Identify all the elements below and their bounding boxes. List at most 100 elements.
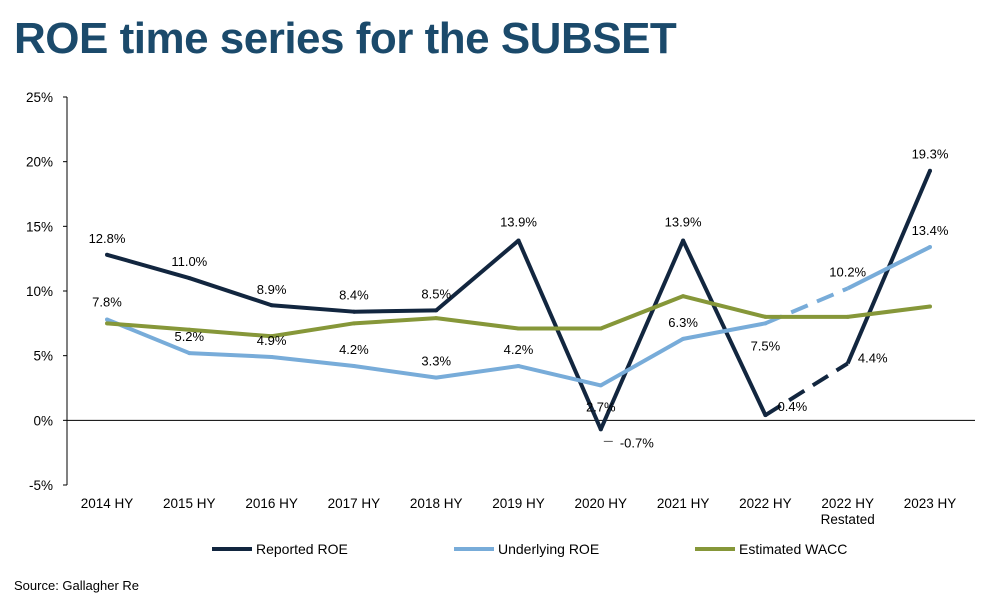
estimated-wacc-point [598, 326, 603, 331]
x-tick-label: 2022 HY [739, 496, 792, 511]
estimated-wacc-segment [353, 316, 437, 326]
estimated-wacc-point [187, 327, 192, 332]
underlying-roe-data-label: 6.3% [668, 315, 698, 330]
y-tick-label: 0% [33, 413, 53, 428]
x-tick-label: 2017 HY [328, 496, 381, 511]
underlying-roe-point [598, 383, 603, 388]
estimated-wacc-segment [847, 304, 931, 319]
reported-roe-data-label: 0.4% [778, 399, 808, 414]
reported-roe-segment [106, 252, 190, 280]
reported-roe-point [434, 308, 439, 313]
underlying-roe-segment [846, 245, 931, 291]
underlying-roe-point [434, 375, 439, 380]
y-tick-label: 25% [26, 90, 53, 105]
data-labels: 12.8% 11.0% 8.9% 8.4% 8.5% 13.9% -0.7% 13.9% 0.4… [89, 147, 949, 451]
reported-roe-segment [764, 361, 849, 417]
reported-roe-point [105, 252, 109, 257]
reported-roe-data-label: 13.9% [665, 215, 702, 230]
y-tick-label: 10% [26, 284, 53, 299]
x-tick-label: 2019 HY [492, 496, 545, 511]
reported-roe-point [516, 238, 521, 243]
y-tick-label: 20% [26, 155, 53, 170]
estimated-wacc-segment [600, 294, 684, 331]
underlying-roe-segment [682, 321, 766, 341]
underlying-roe-point [351, 364, 356, 369]
reported-roe-data-label: 13.9% [500, 215, 537, 230]
underlying-roe-data-label: 7.8% [92, 294, 122, 309]
estimated-wacc-segment [106, 321, 190, 332]
reported-roe-point [351, 309, 356, 314]
reported-roe-segment [516, 239, 603, 431]
reported-roe-data-label: 8.5% [421, 286, 451, 301]
source-note: Source: Gallagher Re [14, 578, 140, 593]
underlying-roe-point [269, 354, 274, 359]
underlying-roe-segment [353, 364, 437, 380]
underlying-roe-segment [599, 337, 685, 388]
chart-axes: -5% 0% 5% 10% 15% 20% 25% 2014 HY 2015 HY 2016 HY… [26, 90, 975, 527]
estimated-wacc-point [928, 304, 932, 309]
underlying-roe-data-label: 4.2% [339, 342, 369, 357]
reported-roe-point [763, 413, 768, 418]
underlying-roe-segment [189, 351, 272, 359]
underlying-roe-legend-label: Underlying ROE [498, 541, 599, 557]
underlying-roe-data-label: 2.7% [586, 399, 616, 414]
estimated-wacc-point [269, 334, 274, 339]
underlying-roe-data-label: 4.2% [504, 342, 534, 357]
underlying-roe-point [516, 364, 521, 369]
y-tick-label: -5% [29, 478, 53, 493]
reported-roe-segment [681, 239, 768, 417]
reported-roe-segment [188, 276, 273, 308]
reported-roe-point [187, 276, 192, 281]
estimated-wacc-point [105, 321, 109, 326]
x-tick-label: 2023 HY [904, 496, 957, 511]
estimated-wacc-point [763, 314, 768, 319]
underlying-roe-data-label: 3.3% [421, 354, 451, 369]
estimated-wacc-point [516, 326, 521, 331]
reported-roe-data-label: 12.8% [89, 231, 126, 246]
estimated-wacc-point [351, 321, 356, 326]
x-tick-label: 2020 HY [575, 496, 628, 511]
underlying-roe-data-label: 13.4% [912, 223, 949, 238]
reported-roe-data-label: 11.0% [171, 254, 207, 269]
underlying-roe-data-label: 10.2% [829, 264, 866, 279]
y-tick-label: 15% [26, 219, 53, 234]
reported-roe-point [598, 427, 603, 432]
x-tick-label: 2015 HY [163, 496, 216, 511]
x-tick-label: 2021 HY [657, 496, 710, 511]
underlying-roe-point [763, 321, 768, 326]
x-tick-label: 2018 HY [410, 496, 463, 511]
x-tick-label: 2014 HY [81, 496, 134, 511]
reported-roe-data-label: 8.4% [339, 288, 369, 303]
estimated-wacc-segment [682, 294, 766, 319]
reported-roe-data-label: -0.7% [620, 435, 654, 450]
underlying-roe-segment [518, 364, 602, 388]
estimated-wacc-point [681, 294, 686, 299]
reported-roe-data-label: 8.9% [257, 282, 287, 297]
underlying-roe-segment [435, 364, 519, 380]
series-lines [105, 168, 932, 432]
reported-roe-segment [353, 308, 437, 314]
underlying-roe-segment [271, 354, 355, 369]
estimated-wacc-segment [189, 327, 272, 339]
underlying-roe-point [681, 336, 686, 341]
reported-roe-point [681, 238, 686, 243]
estimated-wacc-segment [271, 321, 355, 339]
reported-roe-segment [434, 239, 520, 312]
reported-roe-segment [598, 239, 685, 431]
y-tick-label: 5% [33, 349, 53, 364]
underlying-roe-data-label: 7.5% [751, 338, 781, 353]
underlying-roe-data-label: 4.9% [257, 333, 287, 348]
reported-roe-legend-label: Reported ROE [256, 541, 348, 557]
underlying-roe-data-label: 5.2% [174, 329, 204, 344]
x-tick-label: 2016 HY [245, 496, 298, 511]
estimated-wacc-point [845, 314, 850, 319]
estimated-wacc-segment [435, 316, 519, 331]
reported-roe-segment [271, 303, 355, 314]
reported-roe-data-label: 19.3% [912, 147, 949, 162]
underlying-roe-point [928, 245, 932, 250]
underlying-roe-point [187, 351, 192, 356]
underlying-roe-point [105, 317, 109, 322]
estimated-wacc-point [434, 316, 439, 321]
reported-roe-point [269, 303, 274, 308]
